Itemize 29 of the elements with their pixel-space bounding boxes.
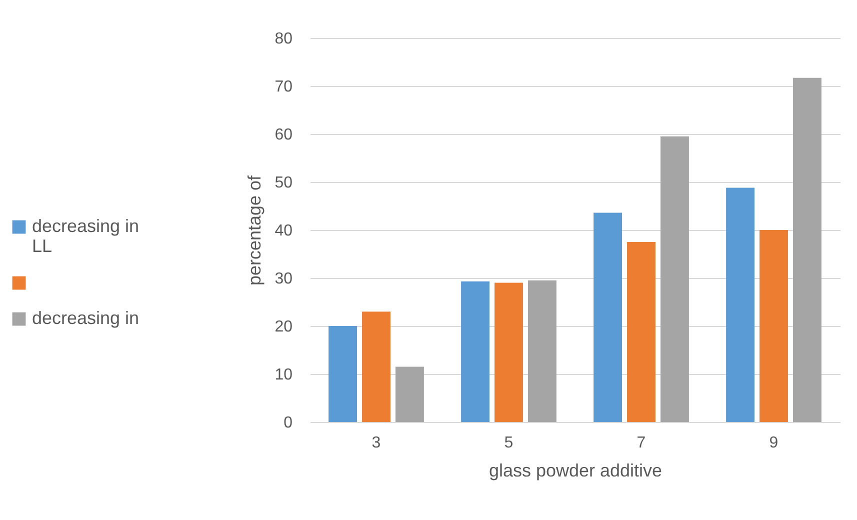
y-tick-label: 60 — [274, 126, 293, 144]
bar — [760, 230, 788, 422]
x-tick-label: 3 — [372, 434, 381, 452]
bar — [362, 312, 390, 422]
bar — [395, 366, 424, 422]
legend-label: decreasing in LL — [32, 216, 140, 256]
y-tick-label: 10 — [274, 366, 293, 384]
bar — [528, 280, 556, 422]
bar — [494, 282, 523, 422]
y-tick-label: 50 — [274, 174, 293, 192]
bar — [328, 326, 358, 422]
x-axis-title: glass powder additive — [488, 460, 662, 480]
bar — [660, 136, 689, 422]
x-tick-label: 9 — [769, 434, 778, 452]
y-tick-label: 70 — [274, 78, 293, 96]
bar — [627, 242, 656, 422]
y-tick-label: 0 — [284, 414, 293, 432]
bar — [726, 188, 755, 422]
y-tick-label: 40 — [274, 222, 293, 240]
bar — [594, 212, 622, 422]
y-tick-label: 80 — [274, 30, 293, 48]
x-tick-label: 7 — [636, 434, 646, 452]
bar — [792, 78, 822, 422]
y-axis-title: percentage of — [244, 174, 265, 286]
y-tick-label: 30 — [274, 270, 293, 288]
legend-label: decreasing in — [32, 308, 140, 328]
y-tick-label: 20 — [274, 318, 293, 336]
x-tick-label: 5 — [504, 434, 514, 452]
bar — [461, 281, 490, 422]
